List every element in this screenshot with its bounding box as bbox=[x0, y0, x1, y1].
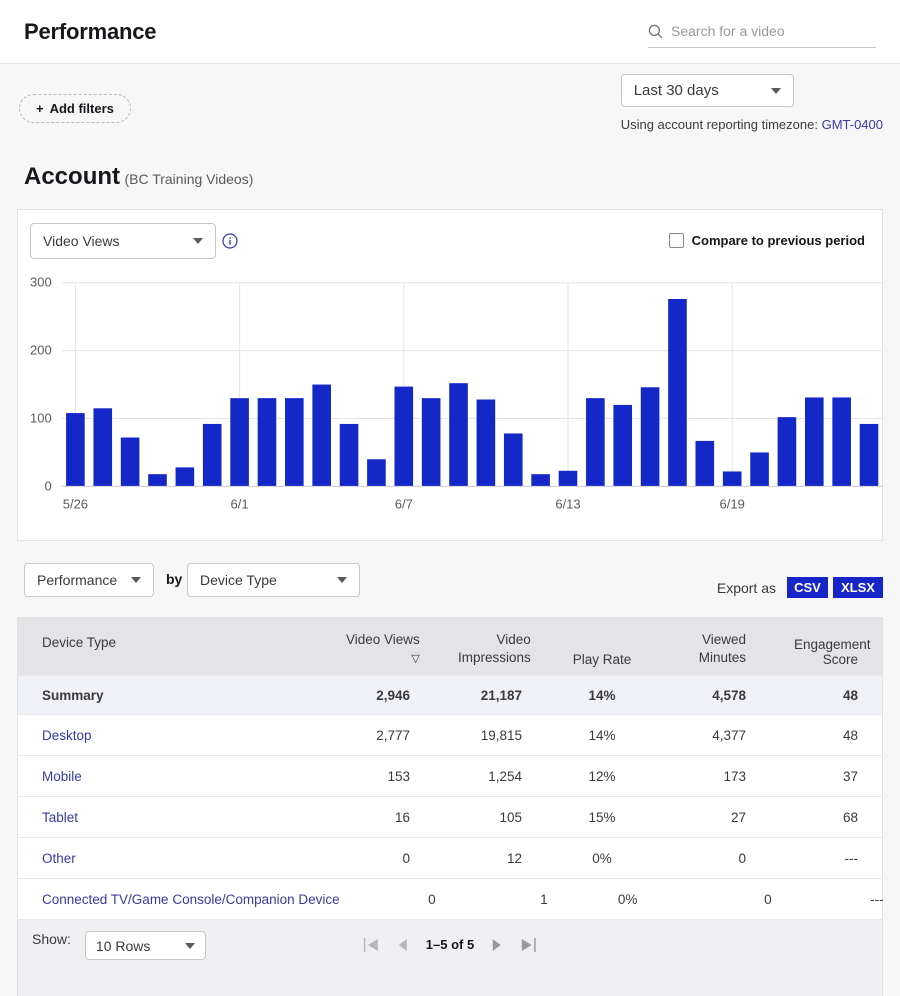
svg-text:6/19: 6/19 bbox=[720, 496, 745, 511]
svg-text:100: 100 bbox=[30, 411, 52, 426]
svg-text:5/26: 5/26 bbox=[63, 496, 88, 511]
svg-text:300: 300 bbox=[30, 275, 52, 290]
svg-text:6/7: 6/7 bbox=[395, 496, 413, 511]
svg-text:6/13: 6/13 bbox=[555, 496, 580, 511]
svg-text:6/1: 6/1 bbox=[231, 496, 249, 511]
svg-text:0: 0 bbox=[44, 478, 51, 493]
svg-text:200: 200 bbox=[30, 343, 52, 358]
